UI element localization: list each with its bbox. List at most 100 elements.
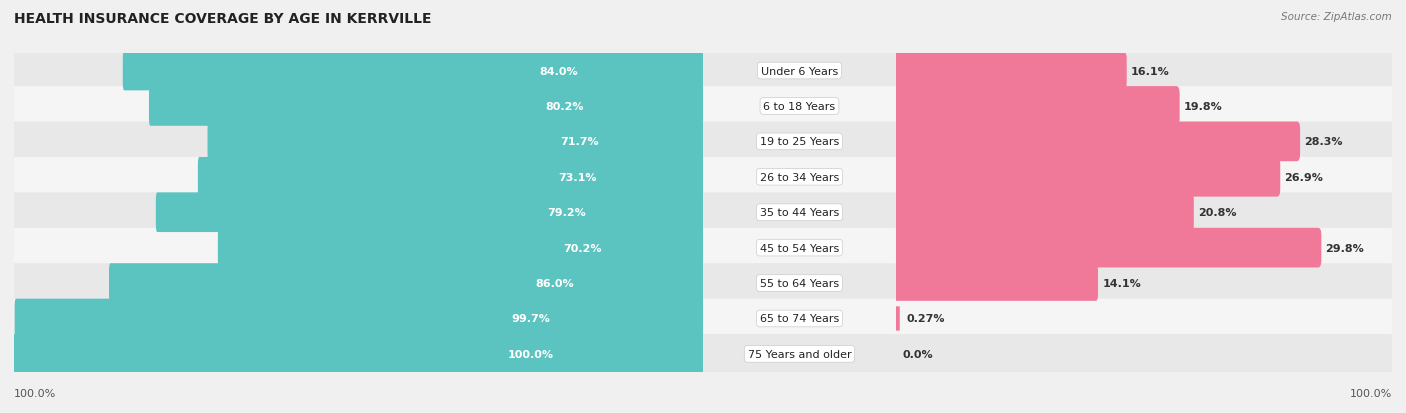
FancyBboxPatch shape — [14, 264, 703, 302]
FancyBboxPatch shape — [13, 334, 704, 374]
FancyBboxPatch shape — [896, 264, 1392, 302]
FancyBboxPatch shape — [14, 299, 703, 339]
FancyBboxPatch shape — [14, 263, 703, 303]
FancyBboxPatch shape — [893, 228, 1322, 268]
Text: 100.0%: 100.0% — [1350, 388, 1392, 398]
FancyBboxPatch shape — [896, 229, 1392, 267]
FancyBboxPatch shape — [896, 123, 1392, 161]
FancyBboxPatch shape — [149, 87, 704, 126]
FancyBboxPatch shape — [14, 299, 703, 338]
FancyBboxPatch shape — [896, 299, 1392, 339]
FancyBboxPatch shape — [14, 194, 703, 232]
FancyBboxPatch shape — [14, 158, 703, 197]
FancyBboxPatch shape — [14, 335, 703, 373]
FancyBboxPatch shape — [703, 299, 896, 338]
FancyBboxPatch shape — [894, 266, 1098, 301]
Text: 6 to 18 Years: 6 to 18 Years — [763, 102, 835, 112]
FancyBboxPatch shape — [896, 122, 1392, 162]
FancyBboxPatch shape — [896, 334, 1392, 374]
FancyBboxPatch shape — [14, 87, 703, 126]
Text: 75 Years and older: 75 Years and older — [748, 349, 851, 359]
FancyBboxPatch shape — [198, 158, 704, 197]
FancyBboxPatch shape — [893, 122, 1301, 162]
Text: 16.1%: 16.1% — [1132, 66, 1170, 76]
FancyBboxPatch shape — [703, 123, 896, 161]
FancyBboxPatch shape — [218, 228, 704, 268]
FancyBboxPatch shape — [703, 52, 896, 91]
Text: 71.7%: 71.7% — [560, 137, 599, 147]
Text: 86.0%: 86.0% — [536, 278, 574, 288]
Text: 73.1%: 73.1% — [558, 172, 596, 183]
Text: 70.2%: 70.2% — [562, 243, 602, 253]
FancyBboxPatch shape — [703, 193, 896, 233]
FancyBboxPatch shape — [703, 263, 896, 303]
FancyBboxPatch shape — [893, 53, 1126, 90]
Text: Source: ZipAtlas.com: Source: ZipAtlas.com — [1281, 12, 1392, 22]
FancyBboxPatch shape — [14, 88, 703, 126]
FancyBboxPatch shape — [893, 193, 1194, 233]
FancyBboxPatch shape — [208, 122, 704, 162]
Text: 55 to 64 Years: 55 to 64 Years — [759, 278, 839, 288]
Text: 84.0%: 84.0% — [538, 66, 578, 76]
Text: 0.27%: 0.27% — [907, 314, 945, 324]
FancyBboxPatch shape — [703, 158, 896, 197]
Text: 100.0%: 100.0% — [14, 388, 56, 398]
FancyBboxPatch shape — [896, 87, 1392, 126]
FancyBboxPatch shape — [14, 228, 703, 268]
FancyBboxPatch shape — [703, 335, 896, 373]
FancyBboxPatch shape — [896, 88, 1392, 126]
FancyBboxPatch shape — [703, 52, 896, 90]
FancyBboxPatch shape — [893, 158, 1281, 197]
Text: 19.8%: 19.8% — [1184, 102, 1222, 112]
FancyBboxPatch shape — [703, 264, 896, 302]
Text: 26 to 34 Years: 26 to 34 Years — [759, 172, 839, 183]
FancyBboxPatch shape — [14, 334, 703, 374]
Text: 79.2%: 79.2% — [547, 208, 586, 218]
FancyBboxPatch shape — [122, 52, 704, 91]
FancyBboxPatch shape — [896, 52, 1392, 91]
FancyBboxPatch shape — [703, 334, 896, 374]
FancyBboxPatch shape — [896, 193, 1392, 233]
Text: HEALTH INSURANCE COVERAGE BY AGE IN KERRVILLE: HEALTH INSURANCE COVERAGE BY AGE IN KERR… — [14, 12, 432, 26]
Text: 45 to 54 Years: 45 to 54 Years — [759, 243, 839, 253]
Text: 26.9%: 26.9% — [1284, 172, 1323, 183]
FancyBboxPatch shape — [896, 306, 900, 331]
FancyBboxPatch shape — [14, 123, 703, 161]
Text: 0.0%: 0.0% — [903, 349, 934, 359]
Text: 29.8%: 29.8% — [1326, 243, 1364, 253]
FancyBboxPatch shape — [896, 263, 1392, 303]
FancyBboxPatch shape — [896, 52, 1392, 90]
FancyBboxPatch shape — [703, 122, 896, 162]
Text: 35 to 44 Years: 35 to 44 Years — [759, 208, 839, 218]
FancyBboxPatch shape — [703, 87, 896, 126]
FancyBboxPatch shape — [896, 194, 1392, 232]
Text: 20.8%: 20.8% — [1198, 208, 1236, 218]
FancyBboxPatch shape — [14, 122, 703, 162]
Text: 100.0%: 100.0% — [508, 349, 554, 359]
FancyBboxPatch shape — [110, 263, 704, 303]
FancyBboxPatch shape — [896, 158, 1392, 197]
FancyBboxPatch shape — [896, 299, 1392, 338]
Text: 65 to 74 Years: 65 to 74 Years — [759, 314, 839, 324]
FancyBboxPatch shape — [893, 87, 1180, 126]
FancyBboxPatch shape — [703, 229, 896, 267]
Text: 99.7%: 99.7% — [512, 314, 551, 324]
FancyBboxPatch shape — [156, 193, 704, 233]
Text: 14.1%: 14.1% — [1102, 278, 1142, 288]
Text: 28.3%: 28.3% — [1305, 137, 1343, 147]
FancyBboxPatch shape — [14, 158, 703, 197]
Text: 80.2%: 80.2% — [546, 102, 583, 112]
FancyBboxPatch shape — [14, 52, 703, 90]
FancyBboxPatch shape — [703, 228, 896, 268]
FancyBboxPatch shape — [14, 52, 703, 91]
FancyBboxPatch shape — [703, 158, 896, 197]
FancyBboxPatch shape — [14, 299, 704, 339]
FancyBboxPatch shape — [703, 299, 896, 339]
FancyBboxPatch shape — [703, 88, 896, 126]
FancyBboxPatch shape — [896, 158, 1392, 197]
FancyBboxPatch shape — [14, 229, 703, 267]
FancyBboxPatch shape — [896, 335, 1392, 373]
FancyBboxPatch shape — [14, 193, 703, 233]
FancyBboxPatch shape — [896, 228, 1392, 268]
FancyBboxPatch shape — [703, 194, 896, 232]
